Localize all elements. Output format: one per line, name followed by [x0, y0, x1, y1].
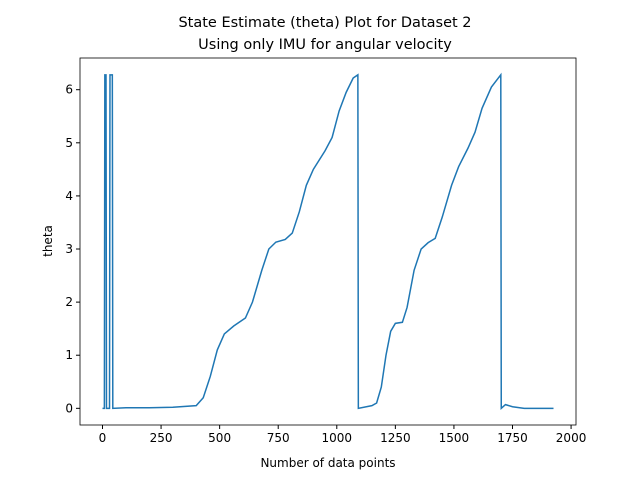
y-tick-label: 3: [65, 242, 73, 256]
x-tick-label: 250: [150, 431, 173, 445]
x-tick-label: 1500: [439, 431, 470, 445]
plot-frame: [79, 57, 577, 426]
data-line: [102, 72, 554, 410]
y-tick-label: 6: [65, 83, 73, 97]
y-tick-label: 0: [65, 401, 73, 415]
x-tick-label: 1000: [322, 431, 353, 445]
y-tick-label: 1: [65, 348, 73, 362]
x-tick-label: 2000: [556, 431, 587, 445]
x-tick-label: 1250: [380, 431, 411, 445]
y-tick-label: 4: [65, 189, 73, 203]
y-tick-label: 2: [65, 295, 73, 309]
x-tick-label: 0: [99, 431, 107, 445]
y-axis-label: theta: [41, 225, 55, 257]
x-tick-label: 750: [267, 431, 290, 445]
chart-title: State Estimate (theta) Plot for Dataset …: [178, 15, 471, 31]
chart-subtitle: Using only IMU for angular velocity: [198, 37, 452, 53]
x-tick-label: 1750: [497, 431, 528, 445]
x-tick-label: 500: [208, 431, 231, 445]
y-tick-label: 5: [65, 136, 73, 150]
x-axis-label: Number of data points: [260, 456, 395, 470]
